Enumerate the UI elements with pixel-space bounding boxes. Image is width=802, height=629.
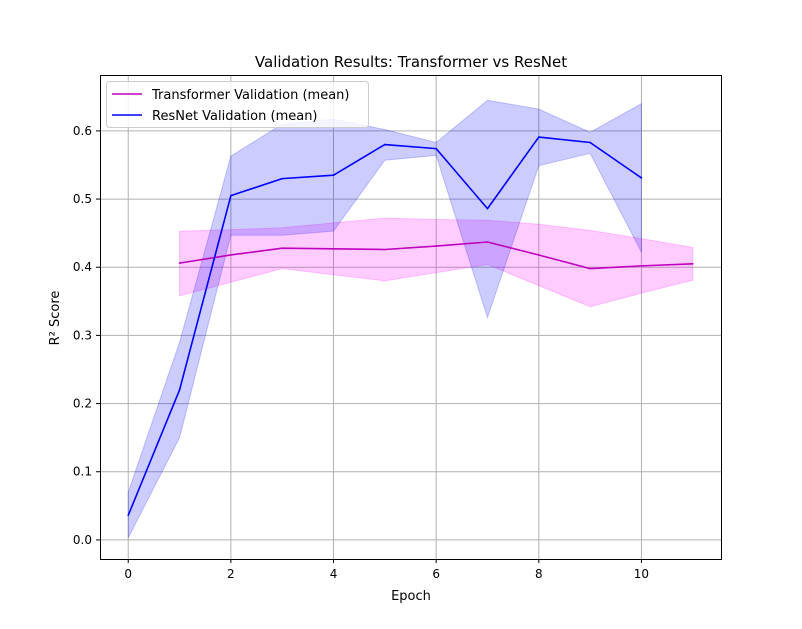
resnet-data-point [127, 514, 130, 517]
x-tick-label: 6 [432, 567, 440, 581]
resnet-data-point [640, 177, 643, 179]
resnet-data-point [332, 174, 335, 177]
resnet-data-point [589, 141, 591, 144]
y-tick-label: 0.5 [73, 192, 92, 206]
series-lines [127, 136, 694, 517]
transformer-data-point [691, 263, 694, 265]
resnet-data-point [281, 177, 283, 180]
x-tick-label: 10 [634, 567, 649, 581]
transformer-data-point [230, 254, 232, 256]
y-tick-label: 0.0 [73, 533, 92, 547]
transformer-data-point [589, 267, 591, 270]
resnet-data-point [178, 389, 181, 391]
legend-label-resnet: ResNet Validation (mean) [152, 109, 318, 124]
y-tick-label: 0.4 [73, 260, 92, 274]
legend: Transformer Validation (mean) ResNet Val… [106, 81, 369, 128]
plot-area-frame [100, 75, 722, 560]
transformer-data-point [435, 245, 437, 247]
resnet-data-point [384, 143, 386, 146]
transformer-data-point [178, 262, 181, 264]
x-tick-label: 4 [330, 567, 338, 581]
y-tick-label: 0.1 [73, 465, 92, 479]
resnet-data-point [538, 136, 540, 138]
x-tick-label: 0 [124, 567, 132, 581]
x-tick-label: 8 [535, 567, 543, 581]
chart-title: Validation Results: Transformer vs ResNe… [255, 53, 567, 71]
transformer-confidence-band [179, 217, 694, 308]
resnet-data-point [435, 147, 437, 150]
resnet-data-point [486, 207, 489, 210]
x-axis-label: Epoch [391, 589, 431, 604]
grid [100, 75, 721, 559]
transformer-data-point [281, 247, 283, 249]
transformer-data-point [640, 265, 643, 267]
y-tick-label: 0.3 [73, 328, 92, 342]
transformer-data-point [486, 241, 489, 243]
transformer-data-point [538, 254, 540, 256]
y-tick-label: 0.6 [73, 124, 92, 138]
legend-label-transformer: Transformer Validation (mean) [151, 88, 349, 103]
y-tick-label: 0.2 [73, 397, 92, 411]
legend-frame [106, 81, 369, 128]
x-tick-label: 2 [227, 567, 235, 581]
transformer-data-point [332, 248, 335, 250]
transformer-data-point [384, 248, 386, 251]
resnet-data-point [230, 194, 232, 197]
y-axis-label: R² Score [48, 291, 63, 346]
axis-ticks: 0 2 4 6 8 10 0.0 0.1 0.2 0.3 0.4 0.5 0.6 [73, 124, 649, 581]
